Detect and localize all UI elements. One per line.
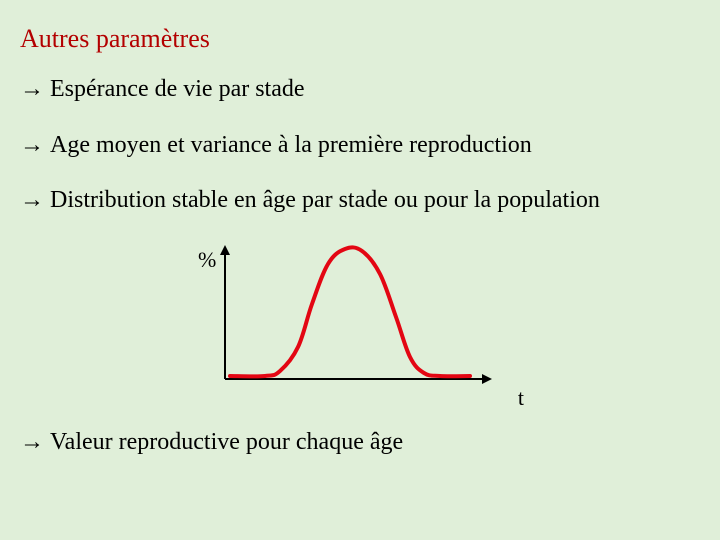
- arrow-icon: →: [20, 429, 44, 455]
- bullet-text: Age moyen et variance à la première repr…: [50, 132, 532, 160]
- arrow-icon: →: [20, 187, 44, 213]
- bullet-text: Valeur reproductive pour chaque âge: [50, 429, 403, 457]
- slide: Autres paramètres → Espérance de vie par…: [0, 0, 720, 456]
- bullet-item: → Age moyen et variance à la première re…: [20, 132, 700, 160]
- chart-svg: [200, 239, 500, 394]
- bullet-text: Distribution stable en âge par stade ou …: [50, 187, 600, 215]
- bullet-item: → Espérance de vie par stade: [20, 76, 700, 104]
- x-axis-label: t: [518, 385, 524, 411]
- bullet-item: → Distribution stable en âge par stade o…: [20, 187, 700, 215]
- arrow-icon: →: [20, 132, 44, 158]
- bullet-text: Espérance de vie par stade: [50, 76, 305, 104]
- slide-title: Autres paramètres: [20, 24, 700, 54]
- distribution-chart: % t: [200, 239, 520, 409]
- bullet-item: → Valeur reproductive pour chaque âge: [20, 429, 700, 457]
- y-axis-label: %: [198, 247, 216, 273]
- arrow-icon: →: [20, 76, 44, 102]
- chart-container: % t: [200, 239, 700, 409]
